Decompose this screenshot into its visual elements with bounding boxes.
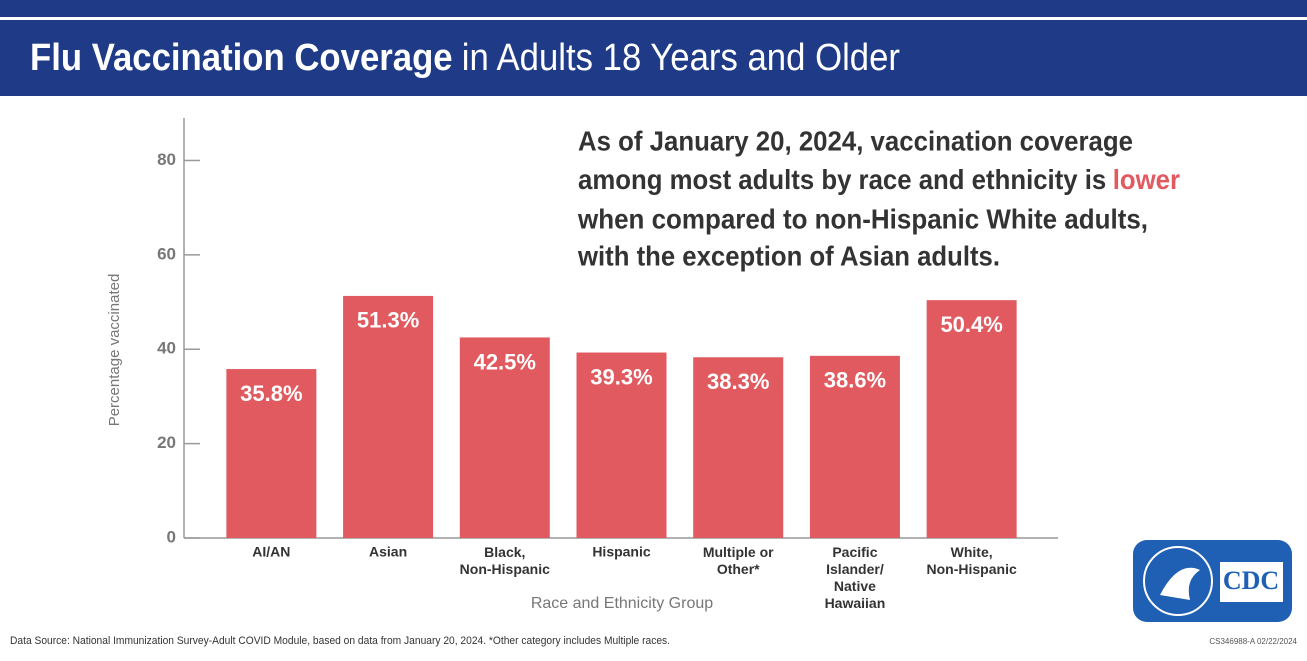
value-label: 50.4% (940, 312, 1002, 337)
bar (926, 300, 1017, 538)
y-tick-label: 20 (157, 433, 176, 452)
bar (226, 369, 317, 538)
title-rule (0, 17, 1307, 20)
x-tick-label: Asian (369, 544, 407, 560)
bar (809, 355, 900, 538)
value-label: 42.5% (474, 349, 536, 374)
logo-seal (1143, 546, 1213, 616)
y-tick-label: 80 (157, 150, 176, 169)
value-label: 35.8% (240, 381, 302, 406)
value-label: 38.6% (824, 368, 886, 393)
bar (693, 357, 784, 538)
annotation-line: when compared to non-Hispanic White adul… (577, 203, 1148, 234)
label-line: Non-Hispanic (927, 561, 1017, 577)
logo-cdc-box (1220, 562, 1283, 602)
label-line: Hawaiian (825, 595, 886, 611)
label-line: Pacific (832, 544, 877, 560)
logo-text: CDC (1223, 566, 1279, 595)
x-tick-label: Hispanic (592, 544, 651, 560)
x-tick-label: Multiple or Other* (703, 544, 774, 577)
x-tick-label: White, Non-Hispanic (927, 544, 1017, 577)
label-line: Native (834, 578, 876, 594)
bar (459, 337, 550, 538)
annotation-highlight: lower (1113, 164, 1180, 195)
value-label: 51.3% (357, 308, 419, 333)
value-label: 39.3% (590, 364, 652, 389)
label-line: Multiple or (703, 544, 774, 560)
chart-title: Flu Vaccination Coveragein Adults 18 Yea… (30, 37, 900, 79)
annotation-text: among most adults by race and ethnicity … (578, 164, 1106, 195)
label-line: Other* (717, 561, 760, 577)
label-line: Non-Hispanic (460, 561, 550, 577)
annotation-line: among most adults by race and ethnicity … (578, 164, 1180, 195)
y-tick-label: 60 (157, 244, 176, 263)
title-bold: Flu Vaccination Coverage (30, 37, 453, 79)
x-tick-label: AI/AN (252, 544, 290, 560)
annotation-line: As of January 20, 2024, vaccination cove… (578, 125, 1133, 156)
bar (576, 352, 667, 538)
label-line: Black, (484, 544, 525, 560)
y-tick-label: 0 (167, 527, 176, 546)
bar (343, 295, 434, 538)
x-tick-label: Black, Non-Hispanic (460, 544, 550, 577)
x-tick-label: Pacific Islander/Native Hawaiian (825, 544, 886, 611)
logo-eagle (1160, 567, 1200, 600)
footnote: Data Source: National Immunization Surve… (10, 635, 670, 647)
annotation-line: with the exception of Asian adults. (577, 240, 1000, 271)
label-line: Islander/ (826, 561, 884, 577)
y-axis-title: Percentage vaccinated (106, 274, 123, 427)
code: CS346988-A 02/22/2024 (1209, 637, 1297, 646)
x-axis-title: Race and Ethnicity Group (531, 595, 713, 612)
value-label: 38.3% (707, 369, 769, 394)
label-line: White, (951, 544, 993, 560)
y-tick-label: 40 (157, 339, 176, 358)
title-band (0, 0, 1307, 96)
title-rest: in Adults 18 Years and Older (462, 37, 901, 79)
